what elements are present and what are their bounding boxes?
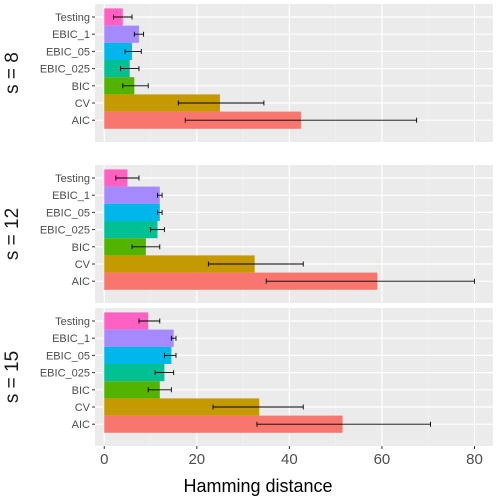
bar-aic bbox=[104, 415, 343, 433]
error-bar bbox=[177, 100, 265, 106]
x-axis-title: Hamming distance bbox=[183, 476, 332, 496]
error-bar bbox=[115, 175, 140, 181]
facet-strip-label: s = 8 bbox=[2, 52, 23, 94]
error-bar bbox=[184, 117, 418, 123]
bar-ebic_025 bbox=[104, 364, 165, 382]
bar-ebic_025 bbox=[104, 60, 130, 78]
facet-strip-label: s = 15 bbox=[2, 351, 23, 403]
error-bar bbox=[113, 14, 133, 20]
error-bar bbox=[265, 278, 475, 284]
y-tick-label: AIC bbox=[72, 115, 90, 127]
y-tick-label: BIC bbox=[72, 385, 90, 397]
error-bar bbox=[157, 192, 163, 198]
error-bar bbox=[147, 387, 172, 393]
error-bar bbox=[212, 404, 304, 410]
panel: s = 8 Testing EBIC_1 EBIC_05 EBIC_025 BIC CV AI… bbox=[0, 4, 493, 142]
error-bar bbox=[170, 335, 177, 341]
y-tick-label: EBIC_05 bbox=[46, 46, 90, 58]
bar-ebic_05 bbox=[104, 346, 172, 364]
y-tick-label: CV bbox=[75, 259, 91, 271]
bar-ebic_1 bbox=[104, 186, 160, 204]
bar-bic bbox=[104, 381, 160, 399]
x-tick-label: 80 bbox=[466, 451, 483, 468]
panel: s = 15 Testing EBIC_1 EBIC_05 EBIC_025 BIC CV A… bbox=[0, 308, 493, 446]
error-bar bbox=[138, 318, 161, 324]
facet-strip bbox=[0, 4, 22, 142]
bar-bic bbox=[104, 238, 146, 256]
bar-ebic_05 bbox=[104, 203, 160, 221]
bar-aic bbox=[104, 272, 378, 290]
error-bar bbox=[133, 31, 145, 37]
y-tick-label: EBIC_1 bbox=[52, 29, 90, 41]
y-tick-label: CV bbox=[75, 402, 91, 414]
bar-testing bbox=[104, 312, 149, 330]
y-tick-label: BIC bbox=[72, 242, 90, 254]
error-bar bbox=[256, 421, 431, 427]
x-tick-label: 0 bbox=[100, 451, 108, 468]
bar-bic bbox=[104, 77, 135, 95]
error-bar bbox=[124, 48, 142, 54]
y-tick-label: EBIC_025 bbox=[40, 64, 90, 76]
bar-ebic_1 bbox=[104, 25, 139, 43]
error-bar bbox=[150, 227, 165, 233]
y-tick-label: EBIC_025 bbox=[40, 368, 90, 380]
bar-cv bbox=[104, 94, 220, 112]
x-tick-label: 40 bbox=[281, 451, 298, 468]
x-axis: 0 20 40 60 80 bbox=[100, 446, 483, 468]
facet-strip bbox=[0, 308, 22, 446]
y-tick-label: CV bbox=[75, 98, 91, 110]
error-bar bbox=[122, 83, 149, 89]
error-bar bbox=[154, 370, 175, 376]
x-tick-label: 20 bbox=[188, 451, 205, 468]
error-bar bbox=[157, 209, 163, 215]
panels: s = 8 Testing EBIC_1 EBIC_05 EBIC_025 BIC CV AI… bbox=[0, 4, 493, 446]
facet-strip bbox=[0, 165, 22, 303]
y-tick-label: AIC bbox=[72, 276, 90, 288]
y-tick-label: EBIC_025 bbox=[40, 225, 90, 237]
error-bar bbox=[131, 244, 161, 250]
error-bar bbox=[207, 261, 304, 267]
facet-strip-label: s = 12 bbox=[2, 208, 23, 260]
y-tick-label: Testing bbox=[55, 316, 90, 328]
bar-cv bbox=[104, 398, 260, 416]
y-tick-label: BIC bbox=[72, 81, 90, 93]
y-tick-label: EBIC_05 bbox=[46, 207, 90, 219]
bar-ebic_1 bbox=[104, 329, 174, 347]
panel: s = 12 Testing EBIC_1 EBIC_05 EBIC_025 BIC CV A… bbox=[0, 165, 493, 303]
bar-cv bbox=[104, 255, 255, 273]
y-tick-label: EBIC_1 bbox=[52, 333, 90, 345]
y-tick-label: Testing bbox=[55, 173, 90, 185]
y-tick-label: AIC bbox=[72, 419, 90, 431]
bar-ebic_025 bbox=[104, 221, 158, 239]
y-tick-label: EBIC_1 bbox=[52, 190, 90, 202]
y-tick-label: Testing bbox=[55, 12, 90, 24]
x-tick-label: 60 bbox=[374, 451, 391, 468]
y-tick-label: EBIC_05 bbox=[46, 350, 90, 362]
error-bar bbox=[163, 352, 177, 358]
bar-ebic_05 bbox=[104, 42, 133, 60]
error-bar bbox=[120, 66, 140, 72]
